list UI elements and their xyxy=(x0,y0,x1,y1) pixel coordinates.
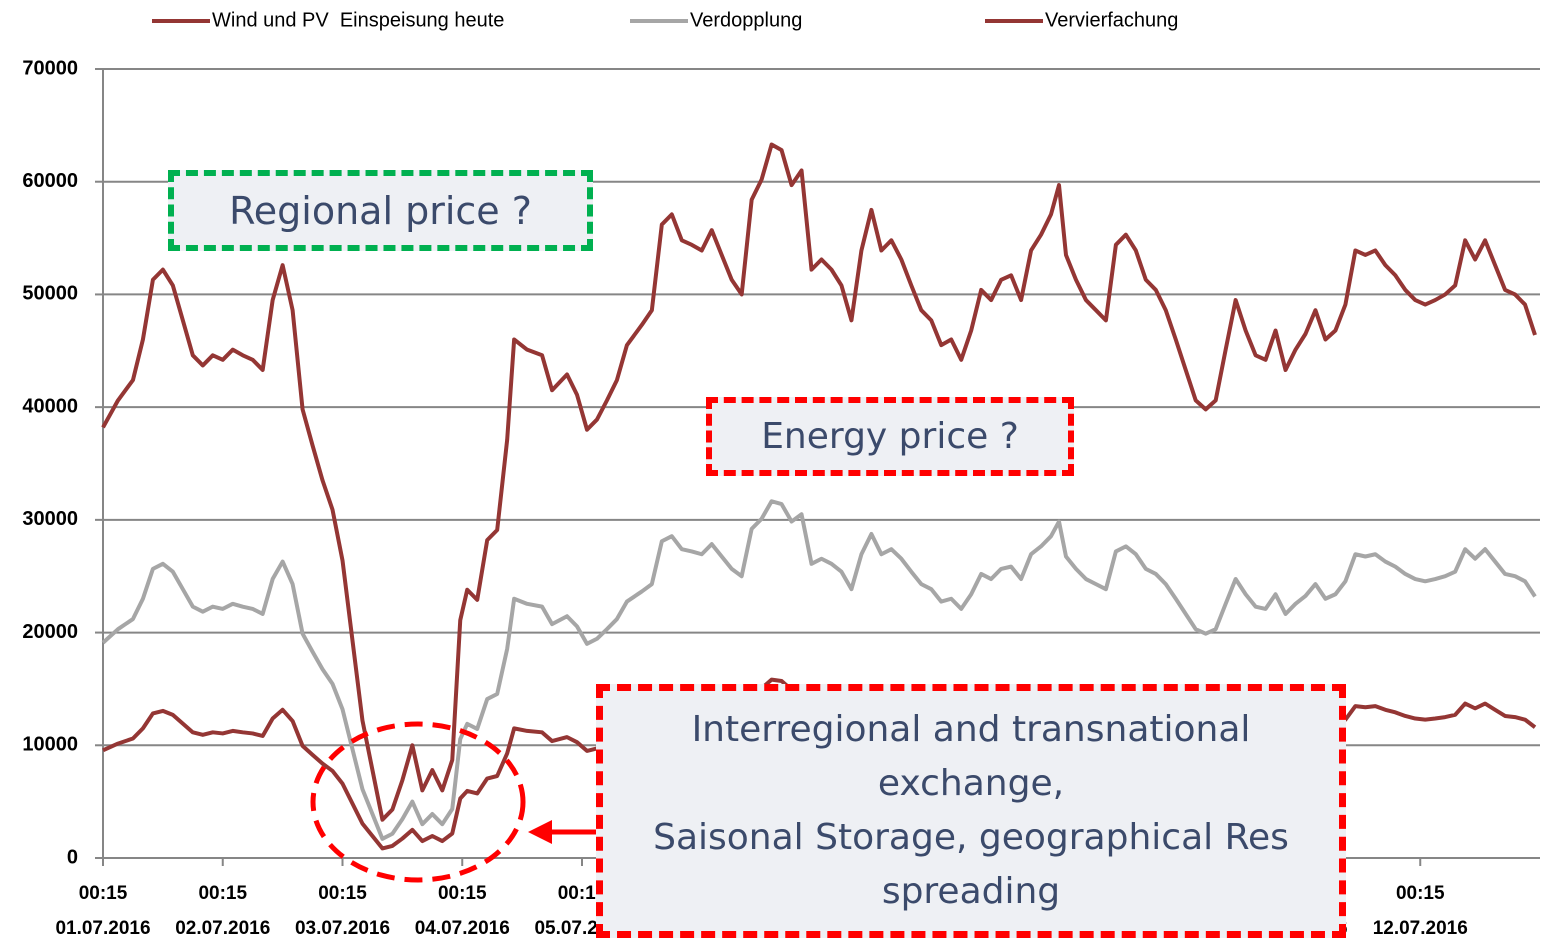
legend-label: Wind und PV Einspeisung heute xyxy=(212,9,504,31)
x-tick-label: 00:15 01.07.2016 xyxy=(55,883,151,939)
y-tick-label: 30000 xyxy=(22,508,78,530)
y-tick-label: 40000 xyxy=(22,395,78,417)
legend-label: Verdopplung xyxy=(690,9,802,31)
y-tick-label: 60000 xyxy=(22,170,78,192)
annotation-box: Interregional and transnational exchange… xyxy=(596,684,1346,938)
annotation-box: Energy price ? xyxy=(706,397,1074,476)
x-tick-label: 00:15 04.07.2016 xyxy=(414,883,510,939)
legend-label: Vervierfachung xyxy=(1045,9,1178,31)
y-tick-label: 50000 xyxy=(22,283,78,305)
y-tick-label: 20000 xyxy=(22,621,78,643)
x-tick-label: 00:15 12.07.2016 xyxy=(1372,883,1468,939)
y-tick-label: 10000 xyxy=(22,734,78,756)
x-tick-label: 00:15 02.07.2016 xyxy=(175,883,271,939)
highlight-ellipse xyxy=(310,721,526,883)
x-tick-label: 00:15 03.07.2016 xyxy=(294,883,391,939)
y-tick-label: 0 xyxy=(67,846,78,868)
series-line xyxy=(101,142,1537,822)
annotation-box: Regional price ? xyxy=(168,170,593,251)
arrow-head xyxy=(528,820,552,844)
series-line xyxy=(101,499,1537,841)
y-tick-label: 70000 xyxy=(22,57,78,79)
